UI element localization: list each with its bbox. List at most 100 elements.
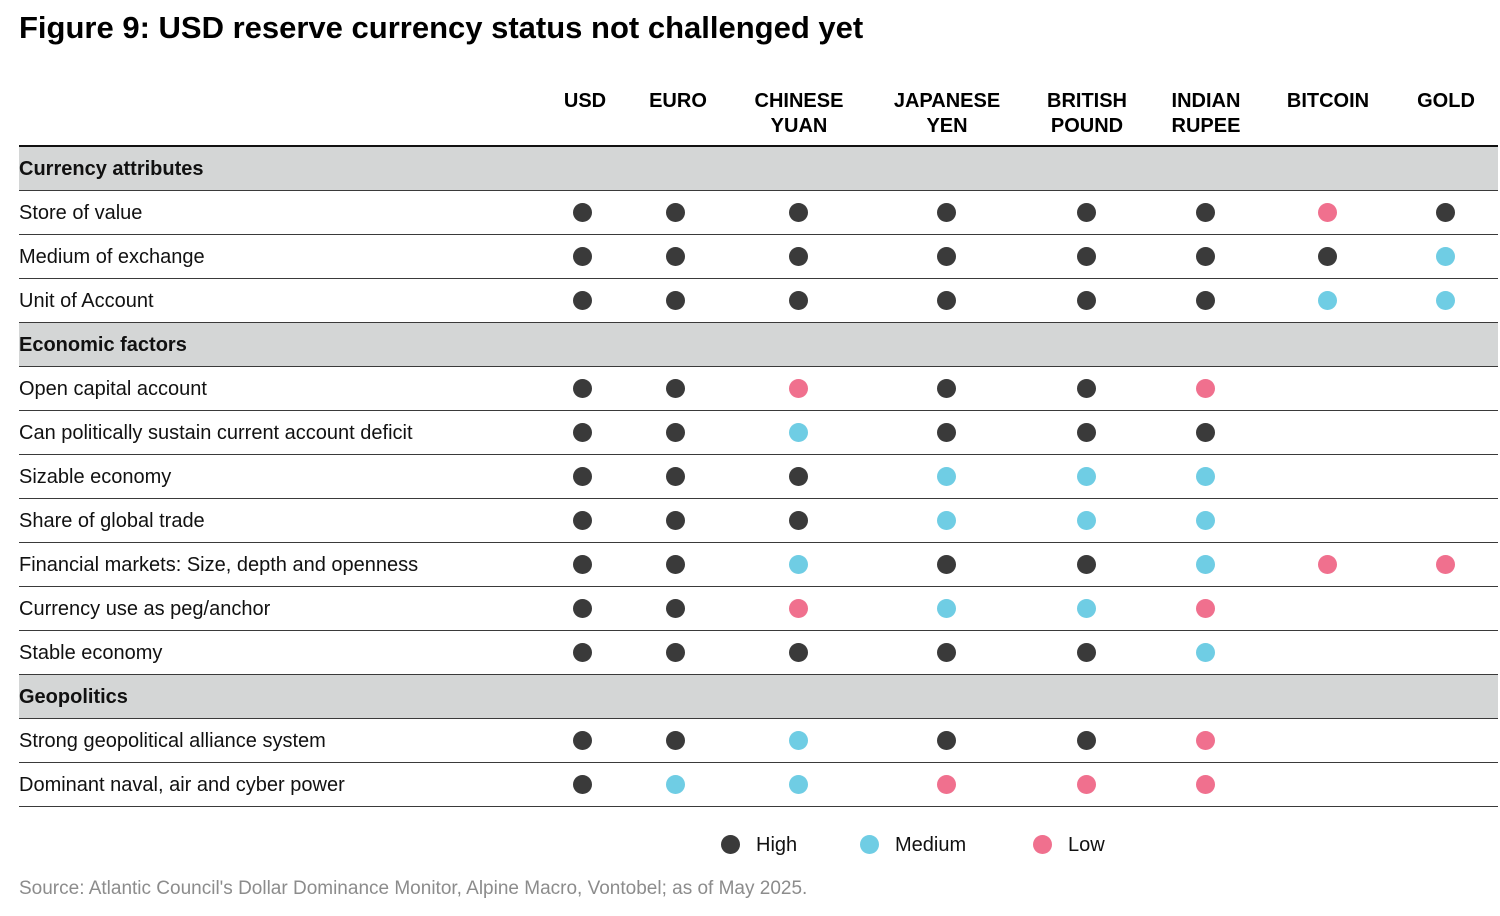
rating-dot-high bbox=[1076, 379, 1096, 398]
rating-dot-low bbox=[1317, 203, 1337, 222]
rating-dot-high bbox=[572, 555, 592, 574]
rating-dot-medium bbox=[1195, 643, 1215, 662]
rating-dot-high bbox=[1076, 643, 1096, 662]
rating-dot-low bbox=[1435, 555, 1455, 574]
table-row: Unit of Account bbox=[19, 279, 1498, 323]
rating-dot-high bbox=[936, 643, 956, 662]
rating-dot-medium bbox=[788, 775, 808, 794]
rating-dot-high bbox=[936, 731, 956, 750]
table-row: Strong geopolitical alliance system bbox=[19, 719, 1498, 763]
rating-dot-low bbox=[788, 599, 808, 618]
rating-dot-medium bbox=[1076, 599, 1096, 618]
rating-dot-medium bbox=[665, 775, 685, 794]
rating-dot-high bbox=[936, 423, 956, 442]
rating-dot-high bbox=[665, 643, 685, 662]
rating-dot-high bbox=[572, 731, 592, 750]
rating-dot-high bbox=[665, 467, 685, 486]
rating-dot-low bbox=[1195, 599, 1215, 618]
section-label: Currency attributes bbox=[19, 158, 204, 180]
row-label: Stable economy bbox=[19, 642, 163, 664]
row-label: Can politically sustain current account … bbox=[19, 422, 413, 444]
rating-dot-high bbox=[936, 555, 956, 574]
rating-dot-high bbox=[665, 203, 685, 222]
rating-dot-medium bbox=[1435, 291, 1455, 310]
column-header: EURO bbox=[649, 90, 707, 112]
rating-dot-medium bbox=[1195, 511, 1215, 530]
rating-dot-high bbox=[572, 203, 592, 222]
section-label: Economic factors bbox=[19, 334, 187, 356]
rating-dot-high bbox=[665, 731, 685, 750]
rating-dot-high bbox=[665, 247, 685, 266]
rating-dot-high bbox=[936, 291, 956, 310]
section-row: Currency attributes bbox=[19, 147, 1498, 191]
rating-dot-high bbox=[936, 203, 956, 222]
rating-dot-low bbox=[1195, 775, 1215, 794]
row-label: Share of global trade bbox=[19, 510, 205, 532]
column-header: GOLD bbox=[1417, 90, 1475, 112]
rating-dot-high bbox=[1076, 423, 1096, 442]
row-label: Dominant naval, air and cyber power bbox=[19, 774, 345, 796]
rating-dot-high bbox=[665, 599, 685, 618]
rating-dot-high bbox=[1076, 247, 1096, 266]
rating-dot-low bbox=[936, 775, 956, 794]
rating-dot-high bbox=[1435, 203, 1455, 222]
rating-dot-high bbox=[665, 379, 685, 398]
rating-dot-high bbox=[1076, 555, 1096, 574]
rating-dot-high bbox=[572, 291, 592, 310]
rating-dot-high bbox=[572, 423, 592, 442]
column-header: JAPANESE YEN bbox=[893, 90, 1001, 137]
table-row: Currency use as peg/anchor bbox=[19, 587, 1498, 631]
rating-dot-high bbox=[788, 643, 808, 662]
rating-dot-medium bbox=[1076, 511, 1096, 530]
rating-dot-medium bbox=[1435, 247, 1455, 266]
rating-dot-high bbox=[1195, 247, 1215, 266]
rating-dot-medium bbox=[1317, 291, 1337, 310]
rating-dot-low bbox=[1195, 379, 1215, 398]
rating-dot-medium bbox=[788, 731, 808, 750]
row-label: Sizable economy bbox=[19, 466, 172, 488]
section-label: Geopolitics bbox=[19, 686, 128, 708]
table-row: Dominant naval, air and cyber power bbox=[19, 763, 1498, 807]
rating-dot-low bbox=[1195, 731, 1215, 750]
rating-dot-medium bbox=[788, 555, 808, 574]
rating-dot-high bbox=[665, 555, 685, 574]
column-header: INDIAN RUPEE bbox=[1171, 90, 1241, 137]
rating-dot-high bbox=[665, 423, 685, 442]
rating-dot-medium bbox=[936, 599, 956, 618]
rating-dot-high bbox=[788, 291, 808, 310]
rating-dot-high bbox=[572, 643, 592, 662]
row-label: Unit of Account bbox=[19, 290, 154, 312]
rating-dot-high bbox=[572, 247, 592, 266]
row-label: Currency use as peg/anchor bbox=[19, 598, 271, 620]
table-row: Medium of exchange bbox=[19, 235, 1498, 279]
rating-dot-high bbox=[572, 467, 592, 486]
rating-dot-low bbox=[1317, 555, 1337, 574]
rating-dot-medium bbox=[1195, 555, 1215, 574]
rating-dot-high bbox=[788, 247, 808, 266]
legend-label: High bbox=[756, 834, 798, 856]
rating-dot-high bbox=[788, 467, 808, 486]
row-label: Financial markets: Size, depth and openn… bbox=[19, 554, 419, 576]
row-label: Open capital account bbox=[19, 378, 207, 400]
rating-dot-high bbox=[1195, 203, 1215, 222]
section-row: Economic factors bbox=[19, 323, 1498, 367]
rating-dot-medium bbox=[788, 423, 808, 442]
rating-dot-high bbox=[1076, 291, 1096, 310]
column-header: CHINESE YUAN bbox=[754, 90, 844, 137]
rating-dot-high bbox=[788, 203, 808, 222]
rating-dot-low bbox=[1076, 775, 1096, 794]
source-note: Source: Atlantic Council's Dollar Domina… bbox=[19, 878, 808, 899]
column-header: BRITISH POUND bbox=[1047, 90, 1127, 137]
column-header: BITCOIN bbox=[1286, 90, 1370, 112]
rating-dot-high bbox=[1076, 731, 1096, 750]
table-row: Can politically sustain current account … bbox=[19, 411, 1498, 455]
header-rule bbox=[19, 145, 1498, 147]
table-row: Stable economy bbox=[19, 631, 1498, 675]
table-row: Open capital account bbox=[19, 367, 1498, 411]
rating-dot-medium bbox=[936, 511, 956, 530]
row-label: Store of value bbox=[19, 202, 143, 224]
rating-dot-high bbox=[665, 511, 685, 530]
rating-dot-high bbox=[936, 379, 956, 398]
legend-label: Low bbox=[1068, 834, 1105, 856]
legend-dot bbox=[860, 835, 879, 854]
